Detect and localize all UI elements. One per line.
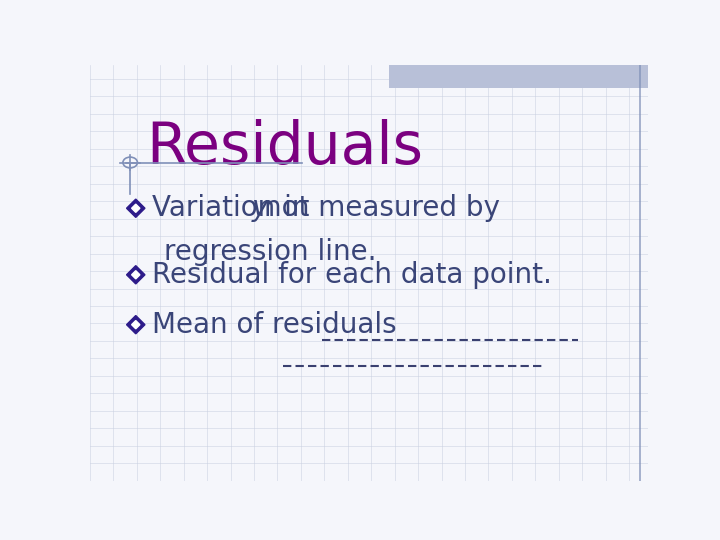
Text: regression line.: regression line.: [163, 238, 376, 266]
Polygon shape: [132, 321, 140, 329]
Text: Mean of residuals: Mean of residuals: [153, 310, 397, 339]
Polygon shape: [132, 271, 140, 279]
Bar: [389, 65, 648, 87]
Polygon shape: [127, 315, 145, 334]
Text: not measured by: not measured by: [264, 194, 500, 222]
Text: y: y: [252, 194, 268, 222]
Text: Residuals: Residuals: [145, 119, 423, 176]
Text: Variation in: Variation in: [153, 194, 319, 222]
Polygon shape: [132, 204, 140, 212]
Text: Residual for each data point.: Residual for each data point.: [153, 261, 552, 289]
Polygon shape: [127, 266, 145, 284]
Polygon shape: [127, 199, 145, 218]
